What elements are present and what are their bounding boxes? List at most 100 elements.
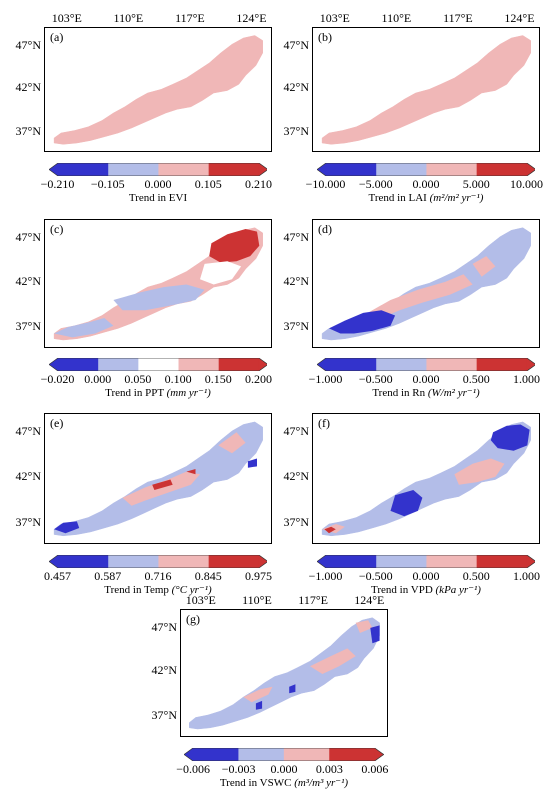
- colorbar: [48, 555, 268, 568]
- colorbar-tick: −1.000: [308, 569, 343, 583]
- colorbar-segment: [193, 748, 240, 761]
- colorbar-tick: −0.500: [358, 569, 393, 583]
- lon-tick: 103°E: [319, 11, 350, 25]
- region-patch: [454, 458, 505, 485]
- colorbar-label: Trend in Rn (W/m² yr⁻¹): [372, 387, 479, 399]
- colorbar-outline: [316, 555, 536, 568]
- colorbar-label: Trend in VSWC (m³/m³ yr⁻¹): [220, 777, 348, 789]
- lat-tick: 42°N: [283, 468, 309, 483]
- colorbar-tick: 0.845: [194, 569, 222, 583]
- region-base: [53, 35, 263, 145]
- colorbar-label-text: Trend in VPD: [371, 584, 433, 596]
- colorbar-tick: −0.006: [176, 762, 211, 776]
- colorbar-segment: [325, 163, 377, 176]
- map-frame: (f): [312, 413, 540, 544]
- colorbar-arrow-low: [184, 748, 194, 761]
- colorbar-tick: −1.000: [308, 372, 343, 386]
- colorbar-segment: [375, 163, 427, 176]
- lat-tick: 37°N: [15, 123, 41, 138]
- colorbar-segment: [57, 358, 99, 371]
- region-base: [189, 617, 380, 730]
- panel-letter: (c): [50, 222, 64, 236]
- colorbar-tick: −0.500: [358, 372, 393, 386]
- lat-tick: 37°N: [283, 123, 309, 138]
- region-patch: [209, 229, 260, 263]
- region-patch: [54, 521, 80, 534]
- lat-tick: 37°N: [15, 319, 41, 334]
- colorbar-segment: [329, 748, 376, 761]
- map-frame: (e): [44, 413, 272, 544]
- colorbar: [48, 163, 268, 176]
- region-patch: [367, 274, 473, 318]
- colorbar-tick: 0.975: [244, 569, 272, 583]
- colorbar-segment: [476, 555, 527, 568]
- lat-tick: 42°N: [283, 273, 309, 288]
- map-frame: (g): [180, 609, 388, 737]
- colorbar-outline: [48, 163, 268, 176]
- lat-tick: 42°N: [15, 273, 41, 288]
- colorbar-tick: −5.000: [358, 177, 393, 191]
- colorbar-tick: 0.105: [194, 177, 222, 191]
- lon-tick: 103°E: [185, 593, 216, 607]
- region-patch: [247, 458, 257, 468]
- lat-tick: 37°N: [151, 708, 177, 723]
- map-frame: (a): [44, 27, 272, 152]
- lat-tick: 47°N: [283, 424, 309, 439]
- colorbar-outline: [184, 748, 384, 761]
- colorbar: [184, 748, 384, 761]
- colorbar-tick: 0.100: [164, 372, 192, 386]
- colorbar-tick: 0.457: [44, 569, 72, 583]
- colorbar-segment: [375, 358, 427, 371]
- colorbar-segment: [375, 555, 427, 568]
- colorbar-tick: 0.000: [270, 762, 298, 776]
- lat-tick: 42°N: [283, 80, 309, 94]
- colorbar-segment: [208, 163, 259, 176]
- lat-tick: 42°N: [15, 80, 41, 94]
- map-frame: (b): [312, 27, 540, 152]
- colorbar-tick: −0.210: [40, 177, 75, 191]
- panel-letter: (e): [50, 416, 64, 430]
- region-patch: [329, 310, 396, 334]
- lat-tick: 37°N: [283, 319, 309, 334]
- region-patch: [289, 684, 296, 694]
- colorbar-label-text: Trend in PPT: [105, 387, 164, 399]
- colorbar-segment: [178, 358, 219, 371]
- colorbar-tick: 0.000: [412, 177, 440, 191]
- region-base: [321, 35, 531, 145]
- lat-tick: 42°N: [151, 663, 177, 678]
- colorbar-tick: 0.000: [84, 372, 112, 386]
- colorbar-arrow-high: [374, 748, 384, 761]
- colorbar-segment: [325, 358, 377, 371]
- colorbar-tick: 0.587: [94, 569, 122, 583]
- colorbar-label: Trend in Temp (°C yr⁻¹): [104, 584, 211, 596]
- lon-tick: 117°E: [298, 593, 328, 607]
- colorbar-tick: −0.105: [90, 177, 125, 191]
- colorbar-tick: 10.000: [509, 177, 543, 191]
- colorbar-label-unit: (m³/m³ yr⁻¹): [294, 777, 349, 789]
- colorbar-segment: [57, 555, 109, 568]
- map-svg: [53, 227, 263, 341]
- colorbar-segment: [325, 555, 377, 568]
- lat-tick: 37°N: [283, 514, 309, 529]
- colorbar-label: Trend in LAI (m²/m² yr⁻¹): [369, 192, 484, 204]
- map-svg: [53, 421, 263, 537]
- lat-tick: 47°N: [15, 37, 41, 52]
- colorbar-tick: 0.000: [144, 177, 172, 191]
- colorbar-label-unit: (W/m² yr⁻¹): [427, 387, 480, 399]
- map-svg: [321, 421, 531, 537]
- colorbar-tick: 1.000: [512, 569, 540, 583]
- panel-letter: (d): [318, 222, 332, 236]
- lon-tick: 124°E: [504, 11, 535, 25]
- lat-tick: 37°N: [15, 514, 41, 529]
- region-patch: [255, 700, 263, 710]
- map-svg: [53, 35, 263, 145]
- region-base: [321, 421, 531, 537]
- map-svg: [321, 35, 531, 145]
- map-svg: [321, 227, 531, 341]
- region-patch: [490, 424, 530, 451]
- colorbar-arrow-low: [48, 555, 58, 568]
- lon-tick: 110°E: [242, 593, 272, 607]
- lat-tick: 47°N: [15, 424, 41, 439]
- colorbar-arrow-low: [48, 163, 58, 176]
- colorbar-label-unit: (kPa yr⁻¹): [435, 584, 481, 596]
